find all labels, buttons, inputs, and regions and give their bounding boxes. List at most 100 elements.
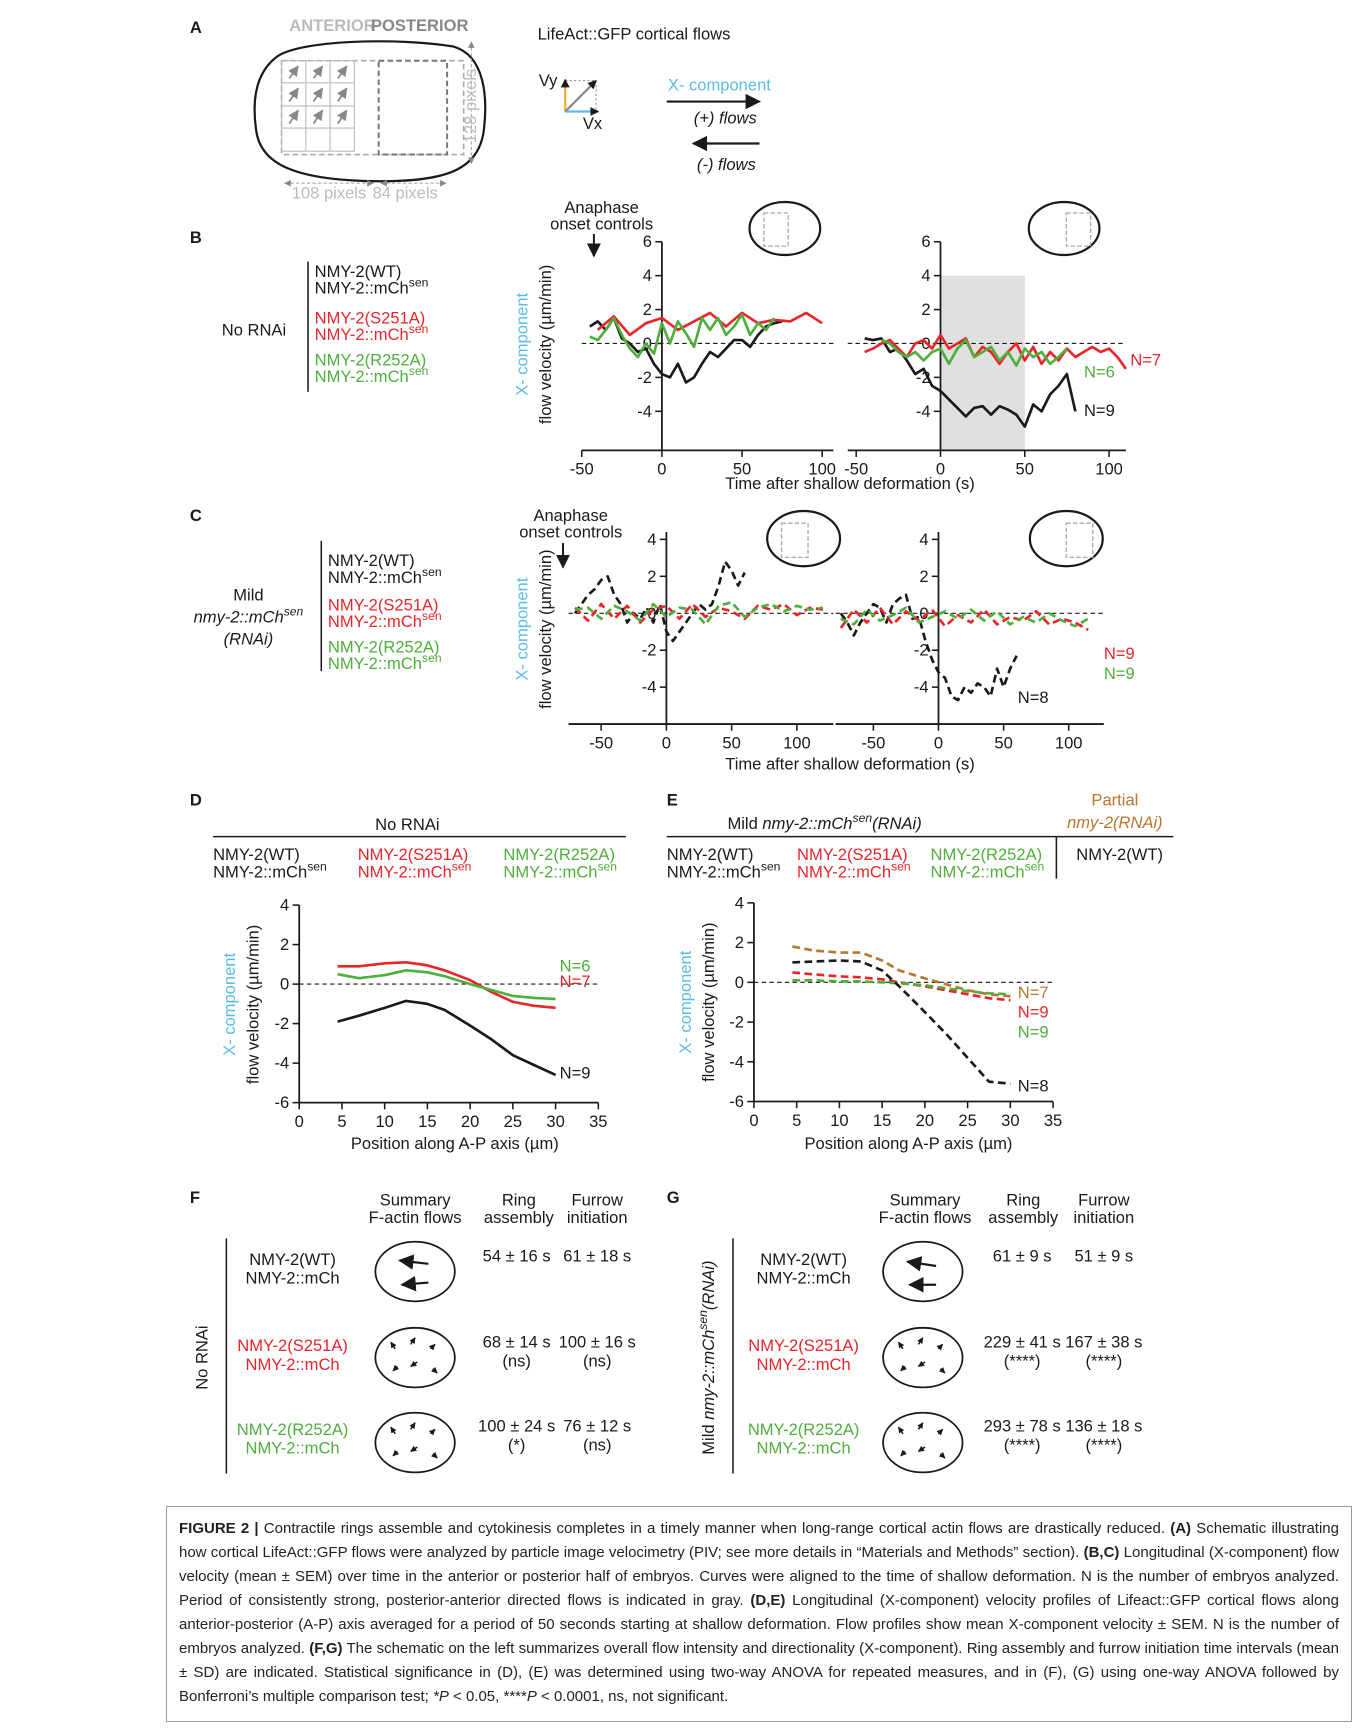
x-tick-label: 10 — [375, 1112, 393, 1131]
width-label: 84 pixels — [373, 184, 438, 203]
table-side-label-part: No RNAi — [193, 1325, 212, 1389]
series-label: N=6 — [1084, 362, 1115, 381]
table-side-label-part: sen — [696, 1310, 710, 1330]
genotype-tag-sup: sen — [452, 859, 472, 873]
y-tick-label: 2 — [921, 300, 930, 319]
x-tick-label: 100 — [783, 733, 811, 752]
furrow-initiation: 76 ± 12 s — [563, 1417, 631, 1436]
genotype-tag: NMY-2::mCh — [757, 1269, 851, 1288]
panel-a-title: LifeAct::GFP cortical flows — [538, 25, 731, 44]
y-tick-label: 6 — [921, 232, 930, 251]
component-label: X- component — [668, 76, 771, 95]
genotype-name: NMY-2(WT) — [760, 1250, 847, 1269]
genotype-tag-sup: sen — [409, 322, 429, 336]
table-header: Summary — [380, 1190, 452, 1209]
x-tick-label: -50 — [589, 733, 613, 752]
ring-assembly: 54 ± 16 s — [483, 1247, 551, 1266]
table-header: Summary — [890, 1190, 962, 1209]
genotype-name: NMY-2(R252A) — [748, 1420, 860, 1439]
y-tick-label: -4 — [637, 402, 652, 421]
x-tick-label: 0 — [657, 460, 666, 479]
series-label: N=7 — [1130, 350, 1161, 369]
caption-text: P — [527, 1688, 537, 1705]
x-tick-label: 25 — [504, 1112, 522, 1131]
y-tick-label: -2 — [642, 641, 657, 660]
x-tick-label: 30 — [546, 1112, 564, 1131]
width-label: 108 pixels — [292, 184, 367, 203]
caption-text: (B,C) — [1084, 1544, 1120, 1561]
genotype-tag: NMY-2::mChsen — [328, 651, 442, 673]
condition-label: No RNAi — [375, 815, 439, 834]
genotype-tag-text: NMY-2::mCh — [797, 862, 891, 881]
x-tick-label: -50 — [861, 733, 885, 752]
genotype-tag: NMY-2::mChsen — [503, 859, 617, 881]
y-axis-title: X- component — [513, 292, 532, 395]
y-tick-label: -6 — [729, 1092, 744, 1111]
significance: (ns) — [502, 1351, 531, 1370]
significance: (****) — [1004, 1435, 1041, 1454]
y-axis-title: X- component — [676, 950, 695, 1053]
highlight-region — [940, 276, 1024, 451]
y-tick-label: 4 — [921, 266, 930, 285]
condition-part: nmy-2::mCh — [194, 608, 284, 627]
genotype-tag-text: NMY-2::mCh — [328, 654, 422, 673]
minus-flows: (-) flows — [697, 155, 756, 174]
x-tick-label: 10 — [830, 1111, 848, 1130]
significance: (*) — [508, 1435, 525, 1454]
condition-part: Mild — [233, 585, 263, 604]
y-tick-label: 4 — [643, 266, 652, 285]
genotype-tag: NMY-2::mChsen — [315, 322, 429, 344]
x-tick-label: 0 — [295, 1112, 304, 1131]
flow-icons — [375, 1242, 962, 1473]
anterior-label: ANTERIOR — [289, 16, 375, 35]
y-tick-label: 2 — [280, 935, 289, 954]
series-label: N=9 — [1018, 1003, 1049, 1022]
genotype-name: NMY-2(S251A) — [748, 1336, 859, 1355]
genotype-name: NMY-2(R252A) — [237, 1420, 349, 1439]
ring-assembly: 68 ± 14 s — [483, 1333, 551, 1352]
y-tick-label: -4 — [916, 402, 931, 421]
genotype-tag: NMY-2::mCh — [246, 1439, 340, 1458]
y-axis-title: X- component — [220, 953, 239, 1056]
figure-caption: FIGURE 2 | Contractile rings assemble an… — [166, 1506, 1352, 1722]
table-header: Ring — [502, 1190, 536, 1209]
series-label: N=9 — [1084, 401, 1115, 420]
x-tick-label: 5 — [337, 1112, 346, 1131]
posterior-label: POSTERIOR — [371, 16, 469, 35]
x-tick-label: 0 — [749, 1111, 758, 1130]
series-line — [841, 608, 1088, 630]
genotype-tag-text: NMY-2::mCh — [931, 862, 1025, 881]
genotype-tag: NMY-2::mChsen — [358, 859, 472, 881]
y-tick-label: 2 — [647, 567, 656, 586]
furrow-initiation: 136 ± 18 s — [1065, 1417, 1142, 1436]
significance: (****) — [1085, 1351, 1122, 1370]
genotype-tag-text: NMY-2::mCh — [315, 367, 409, 386]
caption-text: (A) — [1170, 1520, 1191, 1537]
table-header: F-actin flows — [369, 1208, 462, 1227]
series-line — [598, 313, 822, 335]
x-tick-label: 50 — [722, 733, 740, 752]
furrow-initiation: 100 ± 16 s — [559, 1333, 636, 1352]
y-tick-label: -2 — [914, 641, 929, 660]
y-tick-label: -4 — [275, 1054, 290, 1073]
genotype-name: NMY-2(WT) — [667, 845, 754, 864]
x-tick-label: 35 — [1044, 1111, 1062, 1130]
series-line — [575, 562, 745, 641]
genotype-tag-text: NMY-2::mCh — [328, 568, 422, 587]
figure-page: ABCDEFGANTERIORPOSTERIOR128 pixels108 pi… — [0, 0, 1360, 1731]
y-axis-title: X- component — [513, 577, 532, 680]
significance: (****) — [1004, 1351, 1041, 1370]
x-tick-label: 15 — [873, 1111, 891, 1130]
x-tick-label: 35 — [589, 1112, 607, 1131]
annotation: onset controls — [550, 215, 653, 234]
y-tick-label: 0 — [280, 975, 289, 994]
ring-assembly: 61 ± 9 s — [993, 1247, 1052, 1266]
genotype-tag: NMY-2::mChsen — [328, 565, 442, 587]
genotype-name: NMY-2(S251A) — [237, 1336, 348, 1355]
y-tick-label: 4 — [919, 530, 928, 549]
series-label: N=6 — [560, 956, 591, 975]
y-tick-label: -2 — [637, 368, 652, 387]
vy-label: Vy — [539, 71, 558, 90]
genotype-tag-text: NMY-2::mCh — [667, 862, 761, 881]
